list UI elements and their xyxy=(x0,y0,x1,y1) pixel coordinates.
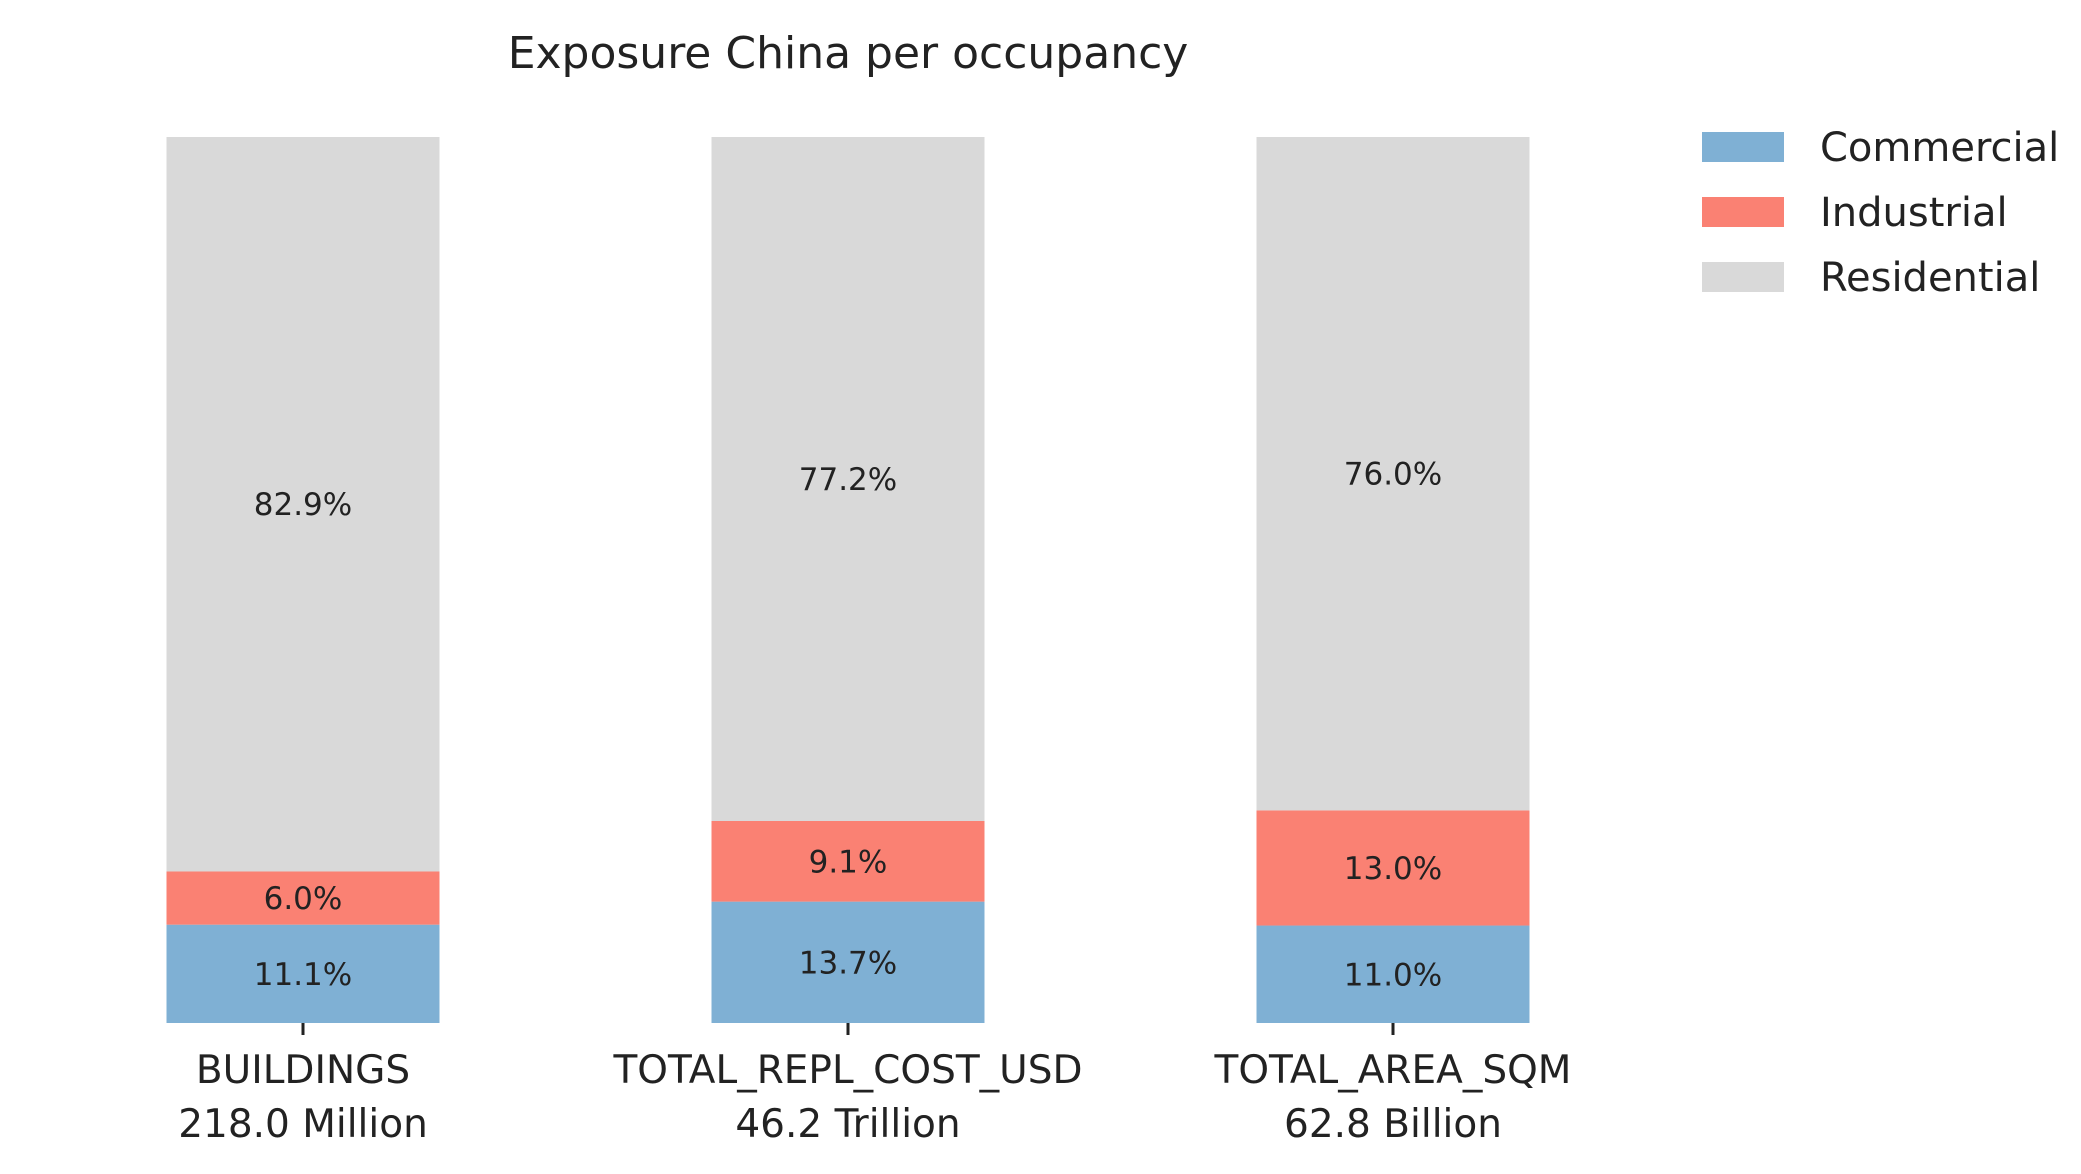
bar-industrial-total-repl-cost-usd xyxy=(711,820,985,902)
data-label-commercial-total-area-sqm: 11.0% xyxy=(1344,957,1442,993)
bar-commercial-total-repl-cost-usd xyxy=(711,901,985,1023)
legend-swatch-commercial xyxy=(1702,132,1784,162)
data-label-residential-total-repl-cost-usd: 77.2% xyxy=(799,462,897,498)
x-axis: BUILDINGS 218.0 Million TOTAL_REPL_COST_US… xyxy=(178,1023,1571,1147)
legend: Commercial Industrial Residential xyxy=(1702,125,2059,301)
segment-labels-group: 11.1% 6.0% 82.9% 13.7% 9.1% 77.2% 11.0% 13.0% 76… xyxy=(254,457,1442,994)
data-label-industrial-buildings: 6.0% xyxy=(264,881,343,917)
bar-commercial-buildings xyxy=(166,924,440,1023)
legend-swatch-residential xyxy=(1702,262,1784,292)
legend-swatch-industrial xyxy=(1702,197,1784,227)
x-tick-label-total-repl-cost-usd: TOTAL_REPL_COST_USD xyxy=(612,1048,1082,1093)
data-label-residential-buildings: 82.9% xyxy=(254,487,352,523)
bar-industrial-buildings xyxy=(166,871,440,925)
legend-label-residential: Residential xyxy=(1820,255,2040,301)
data-label-residential-total-area-sqm: 76.0% xyxy=(1344,457,1442,493)
x-tick-label-buildings: BUILDINGS xyxy=(196,1048,410,1093)
x-tick-total-total-repl-cost-usd: 46.2 Trillion xyxy=(735,1102,960,1147)
data-label-industrial-total-area-sqm: 13.0% xyxy=(1344,851,1442,887)
x-tick-total-buildings: 218.0 Million xyxy=(178,1102,428,1147)
x-tick-total-total-area-sqm: 62.8 Billion xyxy=(1284,1102,1502,1147)
bar-residential-buildings xyxy=(166,137,440,872)
bar-industrial-total-area-sqm xyxy=(1256,810,1530,926)
bars-group xyxy=(166,137,1530,1023)
bar-residential-total-repl-cost-usd xyxy=(711,137,985,821)
legend-label-industrial: Industrial xyxy=(1820,190,2008,236)
x-tick-label-total-area-sqm: TOTAL_AREA_SQM xyxy=(1214,1048,1572,1093)
chart-title: Exposure China per occupancy xyxy=(508,28,1189,79)
data-label-commercial-total-repl-cost-usd: 13.7% xyxy=(799,945,897,981)
bar-residential-total-area-sqm xyxy=(1256,137,1530,811)
legend-label-commercial: Commercial xyxy=(1820,125,2059,171)
data-label-industrial-total-repl-cost-usd: 9.1% xyxy=(809,844,888,880)
bar-commercial-total-area-sqm xyxy=(1256,925,1530,1023)
data-label-commercial-buildings: 11.1% xyxy=(254,957,352,993)
